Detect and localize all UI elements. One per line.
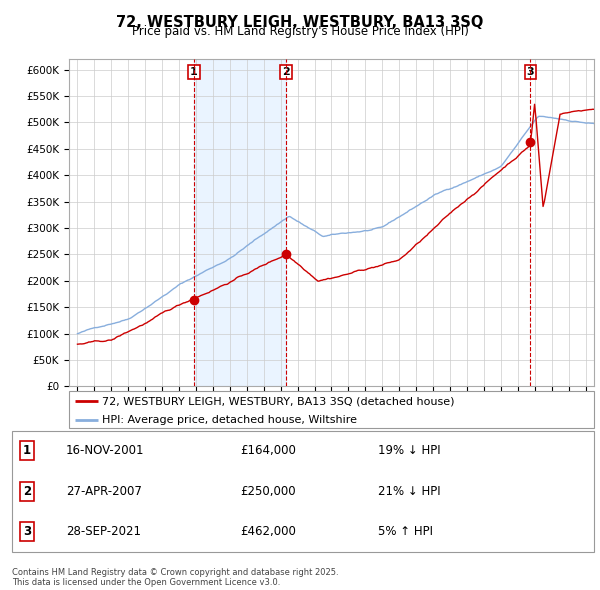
Text: 2: 2 bbox=[282, 67, 290, 77]
Text: Contains HM Land Registry data © Crown copyright and database right 2025.
This d: Contains HM Land Registry data © Crown c… bbox=[12, 568, 338, 587]
Text: 2: 2 bbox=[23, 484, 31, 498]
Text: 27-APR-2007: 27-APR-2007 bbox=[66, 484, 142, 498]
FancyBboxPatch shape bbox=[69, 391, 594, 428]
Text: £164,000: £164,000 bbox=[240, 444, 296, 457]
Text: HPI: Average price, detached house, Wiltshire: HPI: Average price, detached house, Wilt… bbox=[101, 415, 356, 425]
Text: 1: 1 bbox=[23, 444, 31, 457]
Text: 72, WESTBURY LEIGH, WESTBURY, BA13 3SQ: 72, WESTBURY LEIGH, WESTBURY, BA13 3SQ bbox=[116, 15, 484, 30]
Text: 16-NOV-2001: 16-NOV-2001 bbox=[66, 444, 145, 457]
Text: Price paid vs. HM Land Registry's House Price Index (HPI): Price paid vs. HM Land Registry's House … bbox=[131, 25, 469, 38]
Text: 72, WESTBURY LEIGH, WESTBURY, BA13 3SQ (detached house): 72, WESTBURY LEIGH, WESTBURY, BA13 3SQ (… bbox=[101, 396, 454, 407]
Text: 19% ↓ HPI: 19% ↓ HPI bbox=[378, 444, 440, 457]
Text: 1: 1 bbox=[190, 67, 198, 77]
Text: 21% ↓ HPI: 21% ↓ HPI bbox=[378, 484, 440, 498]
Bar bbox=[194, 59, 286, 386]
Text: £462,000: £462,000 bbox=[240, 525, 296, 538]
Text: 3: 3 bbox=[527, 67, 534, 77]
Text: 3: 3 bbox=[23, 525, 31, 538]
Text: £250,000: £250,000 bbox=[240, 484, 296, 498]
Text: 28-SEP-2021: 28-SEP-2021 bbox=[66, 525, 141, 538]
Text: 5% ↑ HPI: 5% ↑ HPI bbox=[378, 525, 433, 538]
